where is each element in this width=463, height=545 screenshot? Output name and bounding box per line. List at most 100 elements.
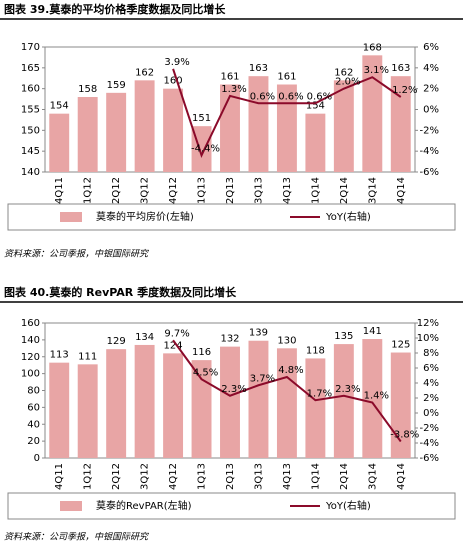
bar	[305, 113, 326, 172]
x-tick-label: 4Q12	[168, 463, 179, 490]
y-tick-label: 100	[21, 369, 40, 380]
line-value-label: 2.0%	[335, 77, 360, 88]
y2-tick-label: 4%	[423, 63, 439, 74]
bar-value-label: 139	[249, 328, 268, 339]
y-tick-label: 80	[27, 386, 40, 397]
line-value-label: 3.1%	[364, 65, 389, 76]
y2-tick-label: 12%	[417, 318, 439, 329]
x-tick-label: 2Q14	[339, 177, 350, 204]
y-tick-label: 170	[21, 42, 40, 53]
x-tick-label: 3Q12	[140, 177, 151, 204]
y2-tick-label: -2%	[420, 423, 439, 434]
x-tick-label: 1Q12	[83, 463, 94, 490]
bar-value-label: 154	[306, 101, 325, 112]
bar-value-label: 129	[107, 336, 126, 347]
y-tick-label: 140	[21, 335, 40, 346]
bar	[305, 358, 326, 458]
line-value-label: 1.2%	[392, 85, 417, 96]
x-tick-label: 3Q13	[253, 463, 264, 490]
bar	[362, 55, 383, 173]
line-value-label: 4.5%	[193, 367, 218, 378]
bar-value-label: 162	[334, 67, 353, 78]
bar-value-label: 113	[50, 350, 69, 361]
bar-value-label: 124	[164, 340, 183, 351]
legend-swatch	[60, 212, 82, 222]
bar	[163, 353, 184, 458]
bar-value-label: 151	[192, 113, 211, 124]
bar	[77, 97, 98, 172]
bar	[49, 362, 70, 458]
y-tick-label: 0	[34, 453, 40, 464]
y-tick-label: 160	[21, 84, 40, 95]
yoy-line	[172, 339, 402, 443]
line-value-label: 9.7%	[164, 328, 189, 339]
line-value-label: 3.9%	[164, 57, 189, 68]
bar-value-label: 160	[164, 76, 183, 87]
bar-value-label: 163	[249, 63, 268, 74]
bar	[248, 76, 269, 172]
line-value-label: 2.3%	[335, 384, 360, 395]
line-value-label: 0.6%	[278, 91, 303, 102]
y2-tick-label: -6%	[420, 167, 439, 178]
x-tick-label: 3Q14	[367, 177, 378, 204]
bar	[276, 84, 297, 172]
bar	[248, 340, 269, 458]
line-value-label: 0.6%	[307, 91, 332, 102]
bar-value-label: 125	[391, 340, 410, 351]
legend-label: 莫泰的RevPAR(左轴)	[96, 499, 192, 512]
bar-value-label: 130	[277, 335, 296, 346]
legend-label: 莫泰的平均房价(左轴)	[96, 210, 194, 223]
y-tick-label: 40	[27, 419, 40, 430]
bar-value-label: 168	[363, 42, 382, 53]
y2-tick-label: 6%	[423, 42, 439, 53]
bar	[191, 360, 212, 458]
bar-value-label: 111	[78, 351, 97, 362]
x-tick-label: 1Q14	[310, 177, 321, 204]
line-value-label: -4.4%	[191, 143, 220, 154]
x-tick-label: 4Q13	[282, 177, 293, 204]
bar-value-label: 162	[135, 67, 154, 78]
bar-value-label: 159	[107, 80, 126, 91]
x-tick-label: 4Q11	[54, 177, 65, 204]
source-note: 资料来源：公司季报，中银国际研究	[4, 249, 149, 260]
x-tick-label: 3Q12	[140, 463, 151, 490]
y2-tick-label: -6%	[420, 453, 439, 464]
y2-tick-label: 2%	[423, 393, 439, 404]
line-value-label: 1.3%	[221, 84, 246, 95]
x-tick-label: 4Q12	[168, 177, 179, 204]
bar-value-label: 154	[50, 101, 69, 112]
y-tick-label: 155	[21, 105, 40, 116]
x-tick-label: 1Q13	[197, 463, 208, 490]
y-tick-label: 60	[27, 402, 40, 413]
bar-value-label: 161	[220, 72, 239, 83]
x-tick-label: 3Q13	[253, 177, 264, 204]
line-value-label: 4.8%	[278, 365, 303, 376]
bar-value-label: 161	[277, 72, 296, 83]
y2-tick-label: 4%	[423, 378, 439, 389]
legend-label: YoY(右轴)	[325, 210, 371, 223]
line-value-label: 2.3%	[221, 384, 246, 395]
y2-tick-label: 0%	[423, 105, 439, 116]
bar	[134, 344, 155, 458]
bar	[77, 364, 98, 458]
x-tick-label: 2Q13	[225, 463, 236, 490]
bar-value-label: 134	[135, 332, 154, 343]
y2-tick-label: 8%	[423, 348, 439, 359]
bar	[390, 352, 411, 458]
y-tick-label: 150	[21, 125, 40, 136]
bar-value-label: 132	[220, 334, 239, 345]
y2-tick-label: 0%	[423, 408, 439, 419]
x-tick-label: 2Q12	[111, 177, 122, 204]
bar-value-label: 118	[306, 345, 325, 356]
y-tick-label: 20	[27, 436, 40, 447]
y-tick-label: 145	[21, 146, 40, 157]
y2-tick-label: 2%	[423, 84, 439, 95]
bar	[362, 339, 383, 458]
x-tick-label: 4Q14	[396, 177, 407, 204]
bar	[220, 346, 240, 458]
line-value-label: 1.7%	[307, 388, 332, 399]
x-tick-label: 2Q12	[111, 463, 122, 490]
bar	[276, 348, 297, 458]
